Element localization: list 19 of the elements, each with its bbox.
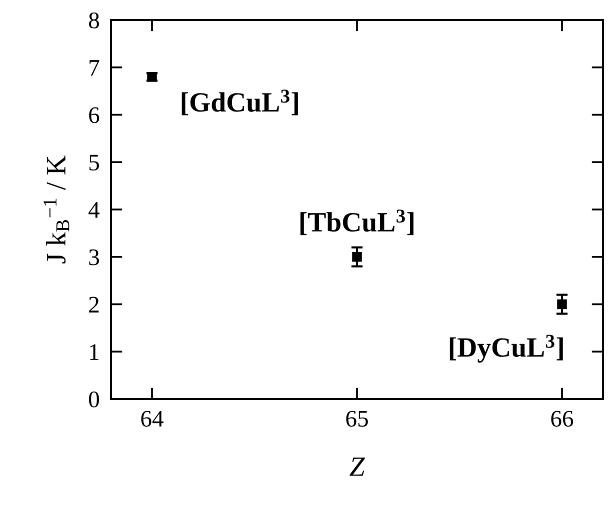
y-tick-label: 6 [89,107,100,124]
y-tick-label: 1 [90,344,98,360]
y-tick-label: 2 [89,296,99,312]
y-tick-label: 5 [89,154,99,171]
annotation: [TbCuL$^{3}$] [300,210,414,236]
y-tick-label: 4 [88,202,100,218]
x-axis-title: Z [350,458,365,476]
y-tick-label: 0 [88,391,99,408]
x-tick-label: 66 [551,410,574,427]
annotation: [GdCuL$^{3}$] [182,90,298,116]
y-tick-label: 8 [88,12,99,28]
annotation: [DyCuL$^{3}$] [450,334,563,363]
x-tick-label: 65 [346,410,368,427]
y-tick-label: 7 [90,60,100,76]
x-tick-label: 64 [141,410,164,427]
point [352,252,362,262]
y-axis-title: J k$_{B}$$^{−1}$ / K [44,156,70,264]
y-tick-label: 3 [89,249,99,266]
point [557,299,567,310]
